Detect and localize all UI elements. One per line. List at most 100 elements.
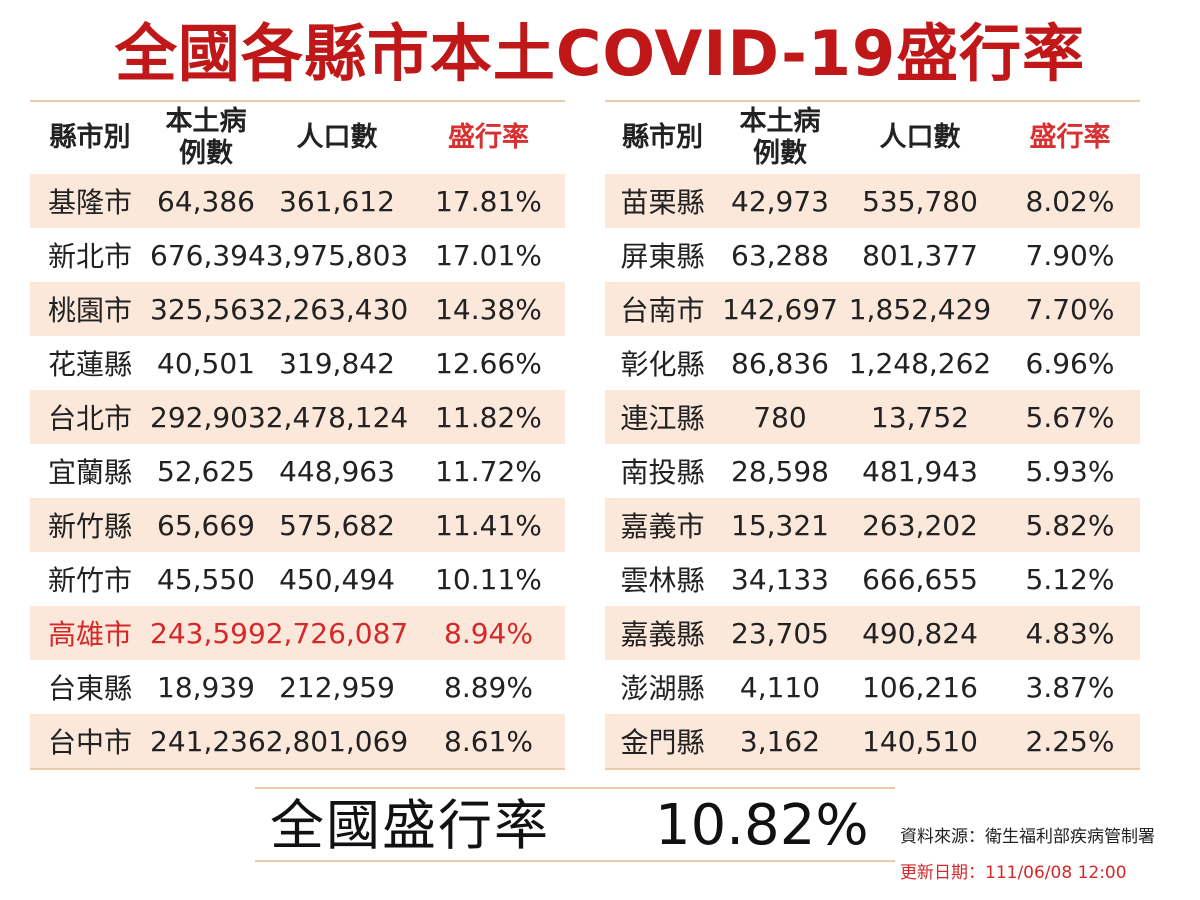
cell-cases: 15,321 <box>731 508 829 542</box>
cell-rate: 8.94% <box>444 616 533 650</box>
table-row: 宜蘭縣 52,625 448,963 11.72% <box>30 444 565 498</box>
cell-cases: 780 <box>753 400 807 434</box>
table-header: 縣市別 本土病 例數 人口數 盛行率 <box>30 102 565 174</box>
cell-population: 2,478,124 <box>265 400 409 434</box>
header-population: 人口數 <box>879 122 961 153</box>
cell-population: 1,852,429 <box>848 292 992 326</box>
cell-rate: 4.83% <box>1025 616 1115 650</box>
cell-city: 苗栗縣 <box>620 186 705 219</box>
cell-population: 575,682 <box>279 508 395 542</box>
cell-population: 2,726,087 <box>265 616 409 650</box>
cell-rate: 11.82% <box>435 400 542 434</box>
header-cases-line1: 本土病 <box>165 106 247 137</box>
table-row: 澎湖縣 4,110 106,216 3.87% <box>605 660 1140 714</box>
header-city: 縣市別 <box>622 122 703 153</box>
cell-city: 嘉義市 <box>620 510 705 543</box>
table-row: 雲林縣 34,133 666,655 5.12% <box>605 552 1140 606</box>
cell-cases: 63,288 <box>731 238 829 272</box>
cell-rate: 2.25% <box>1025 724 1115 758</box>
cell-city: 桃園市 <box>47 294 132 327</box>
cell-population: 1,248,262 <box>848 346 992 380</box>
left-table: 縣市別 本土病 例數 人口數 盛行率 基隆市 64,386 361,612 17.81… <box>30 100 565 770</box>
cell-cases: 4,110 <box>739 670 821 704</box>
table-row: 屏東縣 63,288 801,377 7.90% <box>605 228 1140 282</box>
cell-cases: 34,133 <box>731 562 829 596</box>
cell-rate: 8.02% <box>1025 184 1115 218</box>
table-row: 台東縣 18,939 212,959 8.89% <box>30 660 565 714</box>
cell-cases: 42,973 <box>731 184 829 218</box>
cell-city: 屏東縣 <box>620 240 705 273</box>
cell-population: 801,377 <box>862 238 978 272</box>
cell-cases: 292,903 <box>150 400 266 434</box>
cell-city: 雲林縣 <box>620 564 705 597</box>
cell-city: 台東縣 <box>47 672 132 705</box>
cell-rate: 10.11% <box>435 562 542 596</box>
cell-cases: 64,386 <box>157 184 255 218</box>
table-row: 金門縣 3,162 140,510 2.25% <box>605 714 1140 768</box>
cell-city: 嘉義縣 <box>620 618 705 651</box>
header-cases-line2: 例數 <box>179 138 233 169</box>
table-bottom-rule <box>30 768 565 770</box>
cell-city: 基隆市 <box>47 186 132 219</box>
table-row: 台中市 241,236 2,801,069 8.61% <box>30 714 565 768</box>
cell-cases: 241,236 <box>150 724 266 758</box>
cell-city: 新竹市 <box>47 564 132 597</box>
cell-rate: 11.41% <box>435 508 542 542</box>
cell-cases: 65,669 <box>157 508 255 542</box>
cell-cases: 3,162 <box>739 724 821 758</box>
cell-cases: 52,625 <box>157 454 255 488</box>
table-row: 桃園市 325,563 2,263,430 14.38% <box>30 282 565 336</box>
table-row: 高雄市 243,599 2,726,087 8.94% <box>30 606 565 660</box>
header-city: 縣市別 <box>49 122 131 153</box>
table-bottom-rule <box>605 768 1140 770</box>
data-source: 資料來源：衛生福利部疾病管制署 <box>900 827 1155 847</box>
cell-rate: 17.81% <box>435 184 542 218</box>
table-row: 彰化縣 86,836 1,248,262 6.96% <box>605 336 1140 390</box>
cell-population: 106,216 <box>862 670 978 704</box>
cell-city: 宜蘭縣 <box>47 456 132 489</box>
table-row: 新北市 676,394 3,975,803 17.01% <box>30 228 565 282</box>
cell-rate: 5.12% <box>1025 562 1115 596</box>
table-row: 嘉義市 15,321 263,202 5.82% <box>605 498 1140 552</box>
table-top-rule <box>605 100 1140 102</box>
cell-city: 金門縣 <box>620 726 705 759</box>
cell-cases: 86,836 <box>731 346 829 380</box>
cell-city: 台中市 <box>47 726 132 759</box>
cell-population: 481,943 <box>862 454 978 488</box>
cell-rate: 12.66% <box>435 346 542 380</box>
cell-population: 263,202 <box>862 508 978 542</box>
cell-cases: 676,394 <box>150 238 266 272</box>
cell-rate: 5.67% <box>1025 400 1115 434</box>
left-table-body: 基隆市 64,386 361,612 17.81% 新北市 676,394 3,975,80… <box>30 174 565 768</box>
table-row: 花蓮縣 40,501 319,842 12.66% <box>30 336 565 390</box>
cell-cases: 325,563 <box>150 292 266 326</box>
cell-population: 448,963 <box>279 454 395 488</box>
cell-population: 535,780 <box>862 184 978 218</box>
cell-cases: 18,939 <box>157 670 255 704</box>
cell-city: 新竹縣 <box>47 510 132 543</box>
table-header: 縣市別 本土病 例數 人口數 盛行率 <box>605 102 1140 174</box>
cell-population: 3,975,803 <box>265 238 409 272</box>
table-row: 台南市 142,697 1,852,429 7.70% <box>605 282 1140 336</box>
cell-city: 高雄市 <box>47 618 132 651</box>
cell-rate: 8.89% <box>444 670 533 704</box>
cell-rate: 5.93% <box>1025 454 1115 488</box>
cell-population: 666,655 <box>862 562 978 596</box>
right-table-body: 苗栗縣 42,973 535,780 8.02% 屏東縣 63,288 801,377 7.9… <box>605 174 1140 768</box>
cell-rate: 6.96% <box>1025 346 1115 380</box>
cell-city: 新北市 <box>47 240 132 273</box>
cell-rate: 3.87% <box>1025 670 1115 704</box>
header-rate: 盛行率 <box>1029 122 1111 153</box>
cell-cases: 45,550 <box>157 562 255 596</box>
cell-cases: 243,599 <box>150 616 266 650</box>
national-rate-label: 全國盛行率 <box>270 794 550 857</box>
cell-rate: 7.90% <box>1025 238 1115 272</box>
header-cases-line1: 本土病 <box>739 106 821 137</box>
cell-population: 319,842 <box>279 346 395 380</box>
table-row: 嘉義縣 23,705 490,824 4.83% <box>605 606 1140 660</box>
right-table: 縣市別 本土病 例數 人口數 盛行率 苗栗縣 42,973 535,780 8.02%… <box>605 100 1140 770</box>
cell-population: 2,801,069 <box>265 724 409 758</box>
cell-population: 361,612 <box>279 184 395 218</box>
cell-city: 南投縣 <box>620 456 705 489</box>
national-rate-value: 10.82% <box>655 793 869 858</box>
